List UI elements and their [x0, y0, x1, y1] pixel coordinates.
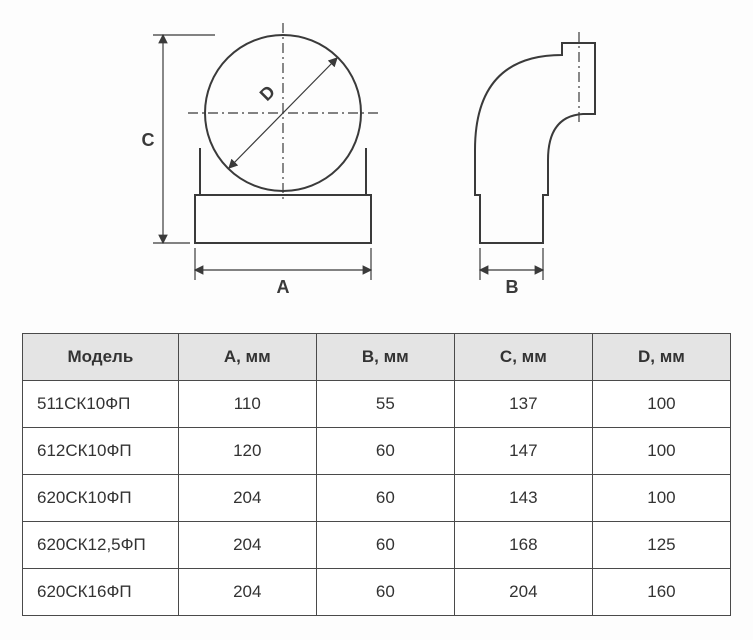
side-view — [475, 43, 595, 243]
col-D: D, мм — [592, 334, 730, 381]
cell-B: 60 — [316, 475, 454, 522]
cell-model: 620СК10ФП — [23, 475, 179, 522]
cell-B: 60 — [316, 569, 454, 616]
dimension-table: Модель A, мм B, мм C, мм D, мм 511СК10ФП… — [0, 315, 753, 616]
cell-C: 143 — [454, 475, 592, 522]
cell-model: 511СК10ФП — [23, 381, 179, 428]
cell-D: 160 — [592, 569, 730, 616]
col-B: B, мм — [316, 334, 454, 381]
cell-B: 60 — [316, 428, 454, 475]
col-model: Модель — [23, 334, 179, 381]
dim-B-label: B — [506, 277, 519, 297]
cell-model: 620СК12,5ФП — [23, 522, 179, 569]
table-row: 612СК10ФП 120 60 147 100 — [23, 428, 731, 475]
cell-D: 100 — [592, 381, 730, 428]
cell-A: 120 — [178, 428, 316, 475]
cell-model: 612СК10ФП — [23, 428, 179, 475]
cell-A: 204 — [178, 569, 316, 616]
cell-A: 110 — [178, 381, 316, 428]
cell-A: 204 — [178, 522, 316, 569]
dim-A — [195, 248, 371, 280]
cell-model: 620СК16ФП — [23, 569, 179, 616]
cell-B: 55 — [316, 381, 454, 428]
col-A: A, мм — [178, 334, 316, 381]
table-header-row: Модель A, мм B, мм C, мм D, мм — [23, 334, 731, 381]
cell-A: 204 — [178, 475, 316, 522]
dim-C — [153, 35, 215, 243]
table-row: 620СК16ФП 204 60 204 160 — [23, 569, 731, 616]
cell-D: 100 — [592, 475, 730, 522]
cell-C: 137 — [454, 381, 592, 428]
cell-B: 60 — [316, 522, 454, 569]
cell-D: 125 — [592, 522, 730, 569]
cell-C: 204 — [454, 569, 592, 616]
col-C: C, мм — [454, 334, 592, 381]
dim-B — [480, 248, 543, 280]
cell-C: 147 — [454, 428, 592, 475]
table-row: 620СК10ФП 204 60 143 100 — [23, 475, 731, 522]
cell-C: 168 — [454, 522, 592, 569]
dimension-diagram: C D A B — [0, 0, 753, 315]
table-row: 511СК10ФП 110 55 137 100 — [23, 381, 731, 428]
dim-C-label: C — [142, 130, 155, 150]
dim-D-label: D — [256, 81, 279, 104]
dim-A-label: A — [277, 277, 290, 297]
table-row: 620СК12,5ФП 204 60 168 125 — [23, 522, 731, 569]
cell-D: 100 — [592, 428, 730, 475]
